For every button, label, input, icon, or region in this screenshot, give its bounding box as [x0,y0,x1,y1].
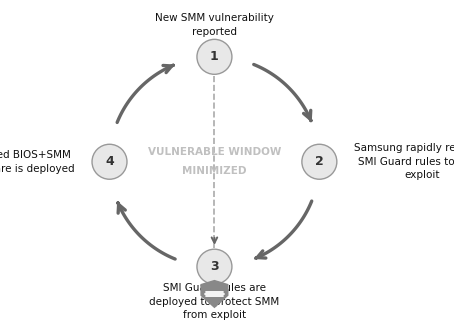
Text: 2: 2 [315,155,324,168]
Circle shape [197,249,232,284]
Text: 4: 4 [105,155,114,168]
Text: Samsung rapidly releases
SMI Guard rules to block
exploit: Samsung rapidly releases SMI Guard rules… [354,143,454,181]
Text: 3: 3 [210,260,219,273]
Text: MINIMIZED: MINIMIZED [182,166,247,176]
Circle shape [92,144,127,179]
Text: 1: 1 [210,50,219,63]
Circle shape [302,144,337,179]
Circle shape [197,39,232,74]
Text: SMI Guard rules are
deployed to protect SMM
from exploit: SMI Guard rules are deployed to protect … [149,283,280,320]
Polygon shape [201,281,228,307]
Text: VULNERABLE WINDOW: VULNERABLE WINDOW [148,147,281,157]
Text: Patched BIOS+SMM
firmware is deployed: Patched BIOS+SMM firmware is deployed [0,150,74,174]
Text: New SMM vulnerability
reported: New SMM vulnerability reported [155,13,274,37]
